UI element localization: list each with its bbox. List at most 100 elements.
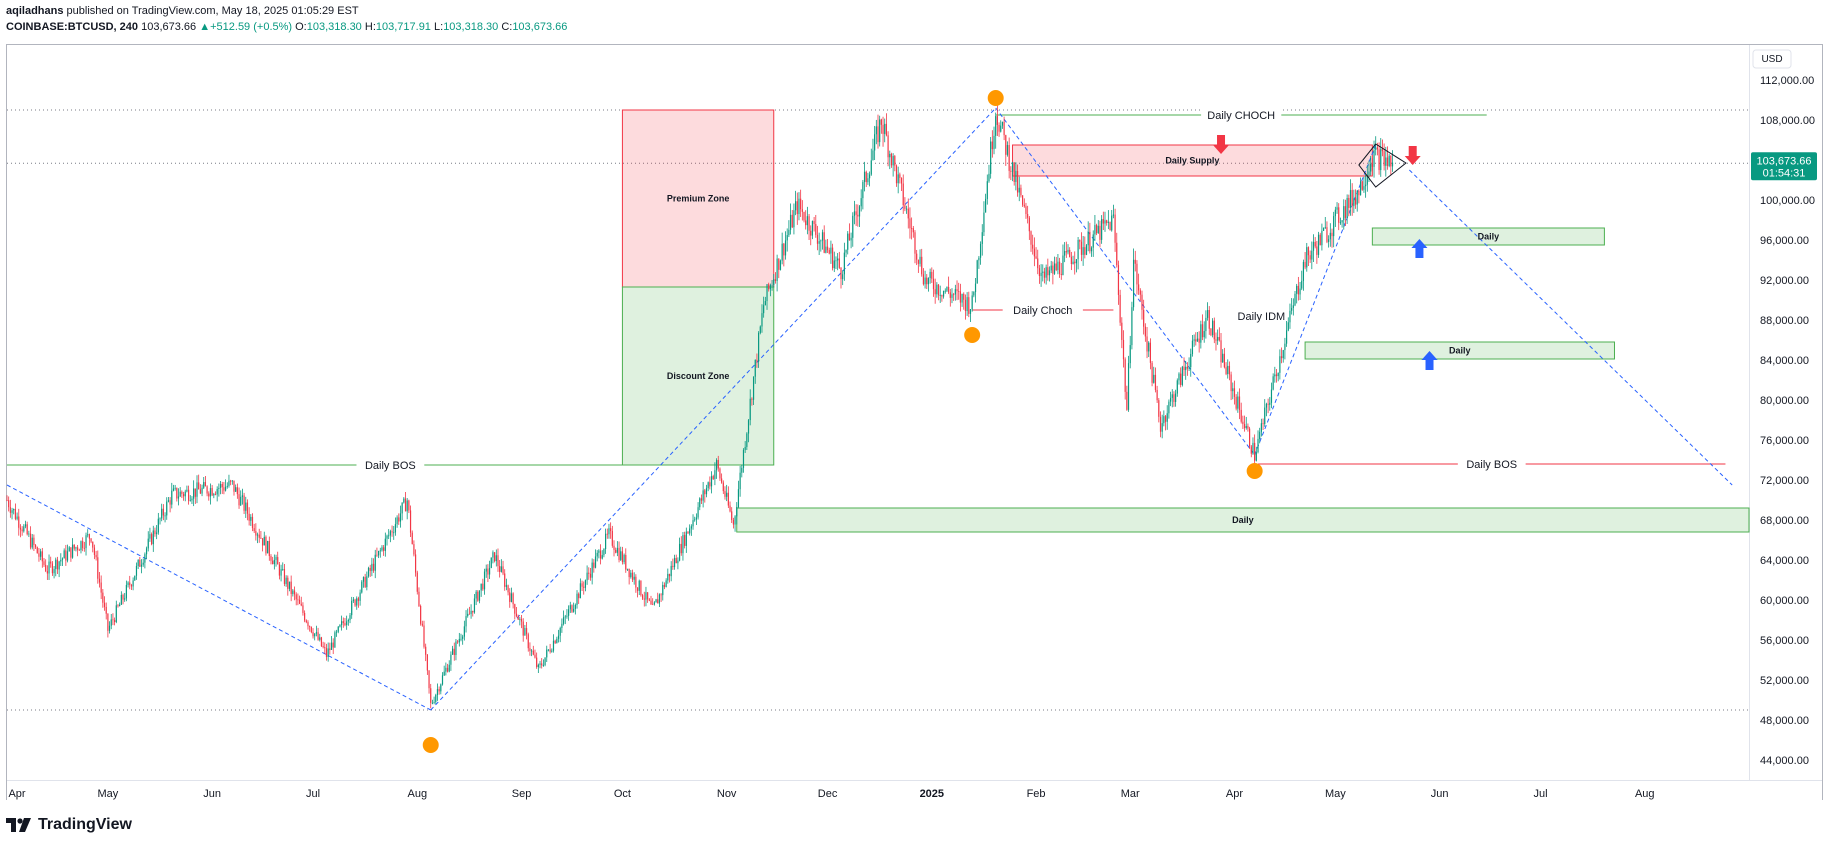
candle-body: [137, 559, 139, 566]
candle-body: [959, 291, 961, 303]
author-name[interactable]: aqiladhans: [6, 5, 64, 17]
candle-body: [826, 246, 829, 251]
x-tick-label: Jul: [1533, 788, 1547, 800]
candle-body: [1180, 373, 1182, 385]
candle-body: [884, 123, 886, 134]
candle-body: [359, 592, 361, 601]
candle-body: [502, 566, 504, 574]
arrow-up-icon: [1421, 351, 1438, 370]
candle-body: [685, 531, 687, 546]
candle-body: [1363, 186, 1365, 190]
level-label-bg: [1002, 302, 1083, 318]
candle-body: [922, 274, 924, 285]
candle-body: [1190, 353, 1192, 368]
candle-body: [751, 398, 753, 400]
candle-body: [298, 599, 301, 604]
candle-body: [1223, 353, 1225, 368]
candle-body: [766, 284, 768, 302]
candle-body: [510, 593, 513, 602]
candle-body: [176, 487, 178, 499]
candle-body: [134, 575, 136, 581]
zone-demand: [1371, 227, 1605, 246]
candle-body: [934, 289, 936, 295]
candle-body: [763, 305, 765, 314]
candle-body: [870, 160, 872, 175]
candle-body: [564, 616, 566, 618]
candle-body: [97, 557, 99, 579]
candle-body: [650, 600, 652, 605]
candle-body: [319, 637, 321, 640]
candle-body: [1003, 121, 1005, 136]
candle-body: [726, 492, 728, 497]
candle-body: [112, 619, 114, 621]
candle-body: [1329, 232, 1331, 240]
candle-body: [196, 482, 198, 497]
candle-body: [820, 240, 822, 242]
candle-body: [364, 576, 366, 588]
candle-body: [1252, 442, 1254, 454]
candle-body: [717, 460, 719, 469]
candle-body: [401, 502, 403, 514]
candle-body: [295, 594, 297, 600]
candle-body: [979, 243, 982, 258]
candle-body: [596, 552, 598, 557]
symbol-legend: COINBASE:BTCUSD, 240 103,673.66 ▲+512.59…: [6, 21, 567, 33]
symbol-name[interactable]: COINBASE:BTCUSD, 240: [6, 21, 139, 33]
candle-body: [1062, 255, 1064, 276]
candle-body: [172, 488, 175, 491]
zone-label: Daily Supply: [1165, 156, 1219, 166]
candle-body: [277, 557, 279, 565]
candle-body: [60, 559, 62, 562]
price-chart[interactable]: Premium Zone Discount Zone Daily Supply Dai…: [0, 0, 1829, 800]
candle-body: [1035, 256, 1037, 259]
candle-body: [924, 277, 926, 285]
candle-body: [520, 618, 523, 622]
candle-body: [288, 581, 291, 589]
candle-body: [1072, 261, 1074, 265]
candle-body: [327, 648, 329, 657]
candle-body: [431, 702, 434, 704]
candle-body: [105, 606, 107, 614]
candle-body: [991, 141, 993, 150]
candle-body: [655, 599, 657, 603]
candle-body: [349, 615, 351, 621]
candle-body: [578, 593, 580, 599]
candle-body: [1331, 232, 1333, 237]
candle-body: [860, 198, 862, 207]
tradingview-logo[interactable]: TradingView: [6, 816, 132, 834]
candle-body: [665, 580, 667, 587]
candle-body: [1079, 239, 1081, 242]
currency-label: USD: [1761, 54, 1782, 65]
y-tick-label: 88,000.00: [1760, 315, 1809, 327]
candle-body: [58, 561, 60, 570]
candle-body: [1038, 268, 1041, 277]
candle-body: [880, 119, 882, 125]
candle-body: [334, 632, 336, 648]
candle-body: [801, 209, 803, 212]
candle-body: [1027, 213, 1029, 218]
candle-body: [715, 460, 718, 471]
candle-body: [408, 500, 410, 511]
candle-body: [144, 554, 146, 563]
candle-body: [413, 544, 415, 555]
candle-body: [1047, 267, 1049, 276]
candle-body: [1146, 336, 1148, 352]
candle-body: [1228, 365, 1231, 375]
candle-body: [1139, 290, 1141, 295]
candle-body: [124, 598, 126, 600]
candle-body: [788, 229, 790, 236]
candle-body: [853, 211, 856, 216]
candle-body: [1104, 220, 1106, 224]
candle-body: [1260, 423, 1262, 432]
candle-body: [376, 554, 378, 556]
candle-body: [599, 550, 602, 559]
y-tick-label: 52,000.00: [1760, 675, 1809, 687]
tradingview-brand: TradingView: [38, 816, 132, 833]
candle-body: [366, 576, 368, 588]
candle-body: [813, 221, 815, 225]
candle-body: [33, 537, 35, 546]
candle-body: [1368, 171, 1370, 175]
candle-body: [435, 694, 437, 702]
candle-body: [1385, 157, 1387, 166]
candle-body: [1114, 214, 1116, 243]
